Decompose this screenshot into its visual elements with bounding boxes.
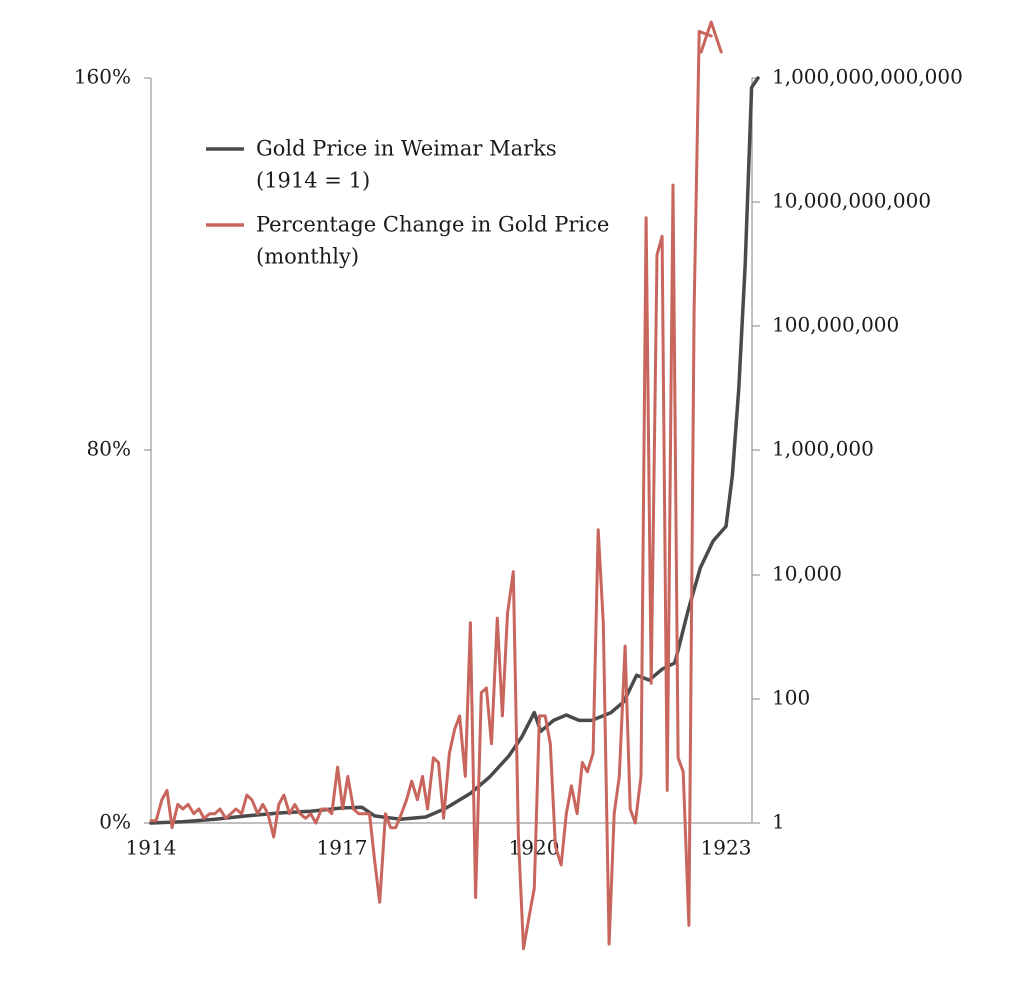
right-tick-label-100: 100	[772, 686, 810, 710]
right-tick-label-1e12: 1,000,000,000,000	[772, 65, 963, 89]
x-tick-label-1917: 1917	[317, 836, 368, 860]
x-tick-label-1914: 1914	[126, 836, 177, 860]
legend-label-percentage-change-line1: Percentage Change in Gold Price	[256, 213, 609, 237]
x-tick-label-1923: 1923	[701, 836, 752, 860]
right-tick-label-1e6: 1,000,000	[772, 437, 874, 461]
x-ticks: 1914 1917 1920 1923	[126, 836, 752, 860]
left-y-ticks: 160% 80% 0%	[74, 65, 151, 834]
legend-label-gold-price-line2: (1914 = 1)	[256, 169, 370, 193]
left-tick-label-80: 80%	[87, 437, 131, 461]
right-tick-label-1: 1	[772, 810, 785, 834]
legend: Gold Price in Weimar Marks (1914 = 1) Pe…	[206, 137, 609, 269]
chart-axes: 160% 80% 0% 1,000,000,000,000 10,000,000…	[74, 65, 963, 860]
left-tick-label-0: 0%	[99, 810, 131, 834]
right-y-ticks: 1,000,000,000,000 10,000,000,000 100,000…	[752, 65, 963, 834]
right-tick-label-1e4: 10,000	[772, 562, 842, 586]
right-tick-label-1e10: 10,000,000,000	[772, 189, 931, 213]
series-layer	[149, 20, 760, 951]
legend-label-percentage-change-line2: (monthly)	[256, 245, 359, 269]
series-line-percentage-change	[149, 29, 713, 951]
overflow-arrow-percentage-change	[699, 20, 723, 54]
left-tick-label-160: 160%	[74, 65, 131, 89]
legend-label-gold-price-line1: Gold Price in Weimar Marks	[256, 137, 557, 161]
right-tick-label-1e8: 100,000,000	[772, 313, 899, 337]
